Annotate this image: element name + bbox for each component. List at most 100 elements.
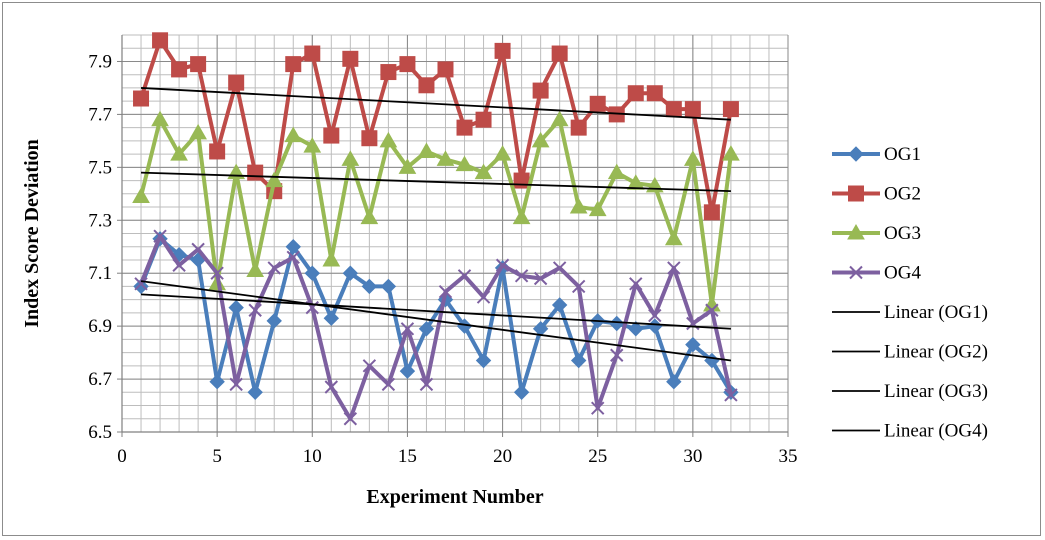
data-point-og3 <box>189 123 207 140</box>
data-point-og3 <box>132 187 150 203</box>
series-line-og1 <box>139 236 733 395</box>
data-point-og3 <box>360 208 379 225</box>
data-point-og4 <box>324 380 339 394</box>
data-point-og3 <box>341 150 360 166</box>
data-point-og3 <box>265 171 284 188</box>
data-point-og4 <box>495 258 510 272</box>
data-point-og4 <box>191 242 205 257</box>
legend-label: Linear (OG1) <box>884 302 988 323</box>
data-point-og2 <box>532 82 549 99</box>
data-point-og1 <box>323 310 340 326</box>
data-point-og1 <box>570 352 587 369</box>
data-point-og1 <box>266 313 282 329</box>
data-point-og4 <box>229 377 243 392</box>
data-point-og1 <box>209 374 225 390</box>
data-point-og1 <box>342 265 359 281</box>
data-point-og3 <box>607 163 626 180</box>
data-point-og4 <box>210 266 224 280</box>
data-point-og2 <box>589 95 606 112</box>
data-point-og1 <box>361 278 378 295</box>
x-tick-label: 25 <box>588 446 607 467</box>
legend-marker <box>847 223 865 240</box>
data-point-og4 <box>591 401 605 415</box>
data-point-og4 <box>343 412 358 426</box>
data-point-og2 <box>456 119 473 136</box>
data-point-og3 <box>322 250 341 267</box>
data-point-og2 <box>513 172 530 189</box>
data-point-og2 <box>475 111 492 128</box>
data-point-og1 <box>399 363 416 379</box>
y-axis-title: Index Score Deviation <box>21 139 43 328</box>
data-point-og4 <box>419 377 434 392</box>
data-point-og2 <box>418 77 435 94</box>
data-point-og1 <box>380 278 397 295</box>
data-point-og2 <box>703 204 720 221</box>
data-point-og3 <box>303 137 322 153</box>
data-point-og3 <box>664 229 683 246</box>
x-tick-label: 20 <box>493 446 512 467</box>
legend-label: Linear (OG4) <box>884 421 988 442</box>
data-point-og3 <box>512 208 531 225</box>
data-point-og3 <box>626 174 645 190</box>
data-point-og2 <box>152 32 169 49</box>
data-point-og1 <box>685 336 701 353</box>
data-point-og1 <box>666 374 682 390</box>
x-axis-title: Experiment Number <box>366 486 543 508</box>
y-tick-label: 7.1 <box>88 263 112 284</box>
data-point-og4 <box>476 290 491 304</box>
data-point-og1 <box>551 297 568 313</box>
data-point-og3 <box>379 131 398 148</box>
data-point-og3 <box>455 155 474 172</box>
trendline <box>140 87 731 121</box>
data-point-og1 <box>304 265 320 281</box>
data-point-og2 <box>627 85 644 102</box>
data-point-og3 <box>151 110 169 127</box>
x-tick-label: 0 <box>117 446 127 467</box>
y-tick-label: 6.5 <box>88 422 112 443</box>
data-point-og4 <box>514 269 529 283</box>
x-tick-label: 35 <box>779 446 798 467</box>
data-point-og2 <box>209 143 226 160</box>
data-point-og2 <box>323 127 340 144</box>
series-line-og3 <box>139 117 733 307</box>
y-tick-label: 7.5 <box>88 157 112 178</box>
y-tick-label: 7.9 <box>88 51 112 72</box>
data-point-og3 <box>683 150 702 166</box>
legend-marker <box>848 146 864 162</box>
data-point-og4 <box>286 250 300 265</box>
y-tick-label: 6.7 <box>88 369 112 390</box>
data-point-og2 <box>304 45 321 62</box>
trendline <box>140 293 731 330</box>
data-point-og1 <box>513 384 530 401</box>
data-point-og2 <box>399 56 416 73</box>
data-point-og4 <box>705 303 719 317</box>
data-point-og2 <box>247 164 264 181</box>
data-point-og2 <box>380 64 397 81</box>
data-point-og2 <box>285 56 302 73</box>
data-point-og4 <box>153 229 167 243</box>
data-point-og1 <box>418 321 435 337</box>
data-point-og3 <box>417 142 436 158</box>
y-tick-label: 7.3 <box>88 210 112 231</box>
legend-marker <box>848 185 864 202</box>
data-point-og2 <box>171 61 188 78</box>
data-point-og1 <box>247 384 263 401</box>
data-point-og3 <box>588 200 607 217</box>
data-point-og4 <box>248 303 262 317</box>
x-tick-label: 30 <box>683 446 702 467</box>
data-point-og1 <box>609 315 625 332</box>
data-point-og4 <box>362 359 377 373</box>
data-point-og1 <box>228 299 244 316</box>
data-point-og2 <box>646 85 663 102</box>
data-point-og4 <box>134 277 148 291</box>
data-point-og3 <box>398 158 417 174</box>
data-point-og2 <box>190 56 207 73</box>
data-point-og4 <box>571 279 586 294</box>
legend-marker <box>849 265 863 280</box>
data-point-og2 <box>361 130 378 147</box>
data-point-og4 <box>667 261 681 275</box>
data-point-og2 <box>551 45 568 62</box>
data-point-og4 <box>267 261 281 275</box>
data-point-og4 <box>629 277 643 291</box>
